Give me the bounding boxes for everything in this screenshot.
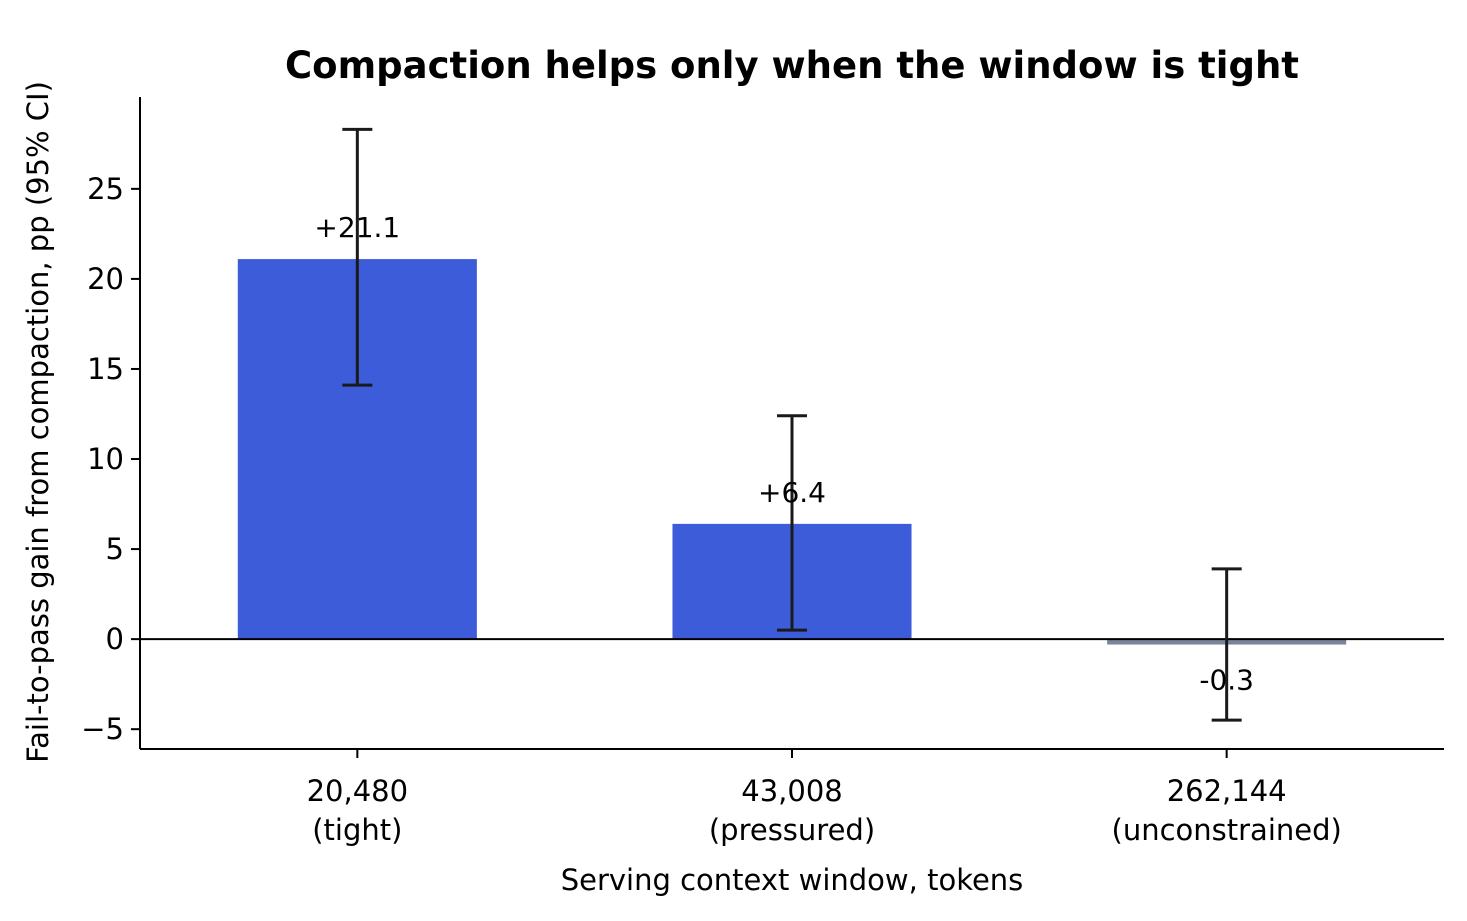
y-tick-label: −5 bbox=[81, 712, 124, 746]
data-label: +6.4 bbox=[758, 476, 826, 509]
y-tick-label: 0 bbox=[106, 622, 124, 656]
chart-title: Compaction helps only when the window is… bbox=[285, 44, 1299, 87]
y-tick-label: 25 bbox=[87, 172, 124, 206]
x-tick-label: 20,480 bbox=[307, 774, 408, 808]
y-tick-label: 10 bbox=[87, 442, 124, 476]
data-label: +21.1 bbox=[314, 211, 400, 244]
plot-area: +21.1 +6.4 -0.3 −5 0 5 10 15 20 25 20,480 (tight) 43… bbox=[81, 97, 1444, 847]
data-label: -0.3 bbox=[1199, 664, 1254, 697]
x-tick-sublabel: (tight) bbox=[312, 813, 402, 847]
x-axis-label: Serving context window, tokens bbox=[561, 863, 1024, 897]
x-tick-label: 43,008 bbox=[741, 774, 842, 808]
x-tick-sublabel: (pressured) bbox=[709, 813, 875, 847]
y-axis-label: Fail-to-pass gain from compaction, pp (9… bbox=[21, 81, 55, 763]
y-tick-label: 15 bbox=[87, 352, 124, 386]
x-tick-sublabel: (unconstrained) bbox=[1112, 813, 1342, 847]
y-tick-label: 5 bbox=[106, 532, 124, 566]
x-tick-label: 262,144 bbox=[1167, 774, 1287, 808]
y-tick-label: 20 bbox=[87, 262, 124, 296]
